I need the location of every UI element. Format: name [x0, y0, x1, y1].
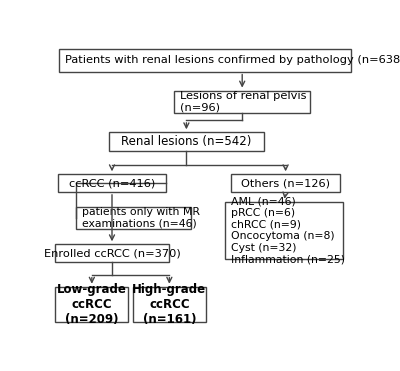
Text: ccRCC (n=416): ccRCC (n=416) — [69, 178, 155, 188]
FancyBboxPatch shape — [55, 244, 169, 262]
FancyBboxPatch shape — [174, 91, 310, 113]
FancyBboxPatch shape — [133, 287, 206, 322]
FancyBboxPatch shape — [59, 49, 351, 72]
Text: patients only with MR
examinations (n=46): patients only with MR examinations (n=46… — [82, 207, 200, 229]
Text: Others (n=126): Others (n=126) — [241, 178, 330, 188]
FancyBboxPatch shape — [231, 174, 340, 192]
Text: High-grade
ccRCC
(n=161): High-grade ccRCC (n=161) — [132, 283, 206, 326]
FancyBboxPatch shape — [76, 207, 191, 229]
Text: AML (n=46)
pRCC (n=6)
chRCC (n=9)
Oncocytoma (n=8)
Cyst (n=32)
Inflammation (n=2: AML (n=46) pRCC (n=6) chRCC (n=9) Oncocy… — [231, 196, 345, 264]
Text: Enrolled ccRCC (n=370): Enrolled ccRCC (n=370) — [44, 248, 180, 258]
FancyBboxPatch shape — [56, 287, 128, 322]
FancyBboxPatch shape — [58, 174, 166, 192]
Text: Lesions of renal pelvis
(n=96): Lesions of renal pelvis (n=96) — [180, 91, 306, 112]
FancyBboxPatch shape — [225, 202, 343, 259]
Text: Low-grade
ccRCC
(n=209): Low-grade ccRCC (n=209) — [57, 283, 127, 326]
Text: Patients with renal lesions confirmed by pathology (n=638): Patients with renal lesions confirmed by… — [65, 55, 400, 65]
FancyBboxPatch shape — [109, 132, 264, 151]
Text: Renal lesions (n=542): Renal lesions (n=542) — [121, 135, 252, 148]
